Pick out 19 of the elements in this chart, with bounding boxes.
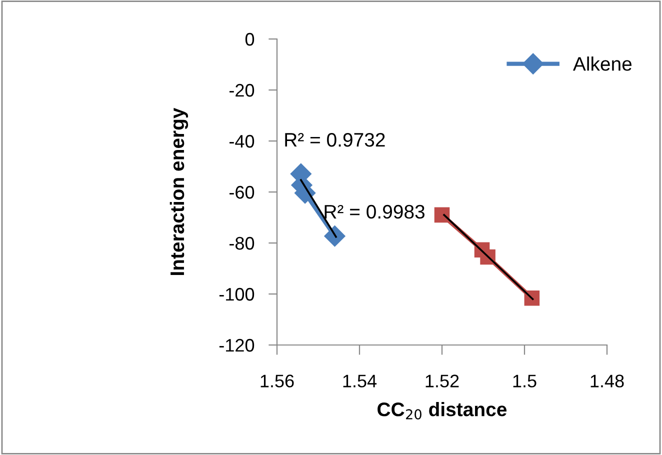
x-tick-label: 1.52 xyxy=(426,374,459,388)
annotation: R² = 0.9983 xyxy=(324,204,424,219)
y-axis-title: Interaction energy xyxy=(170,108,188,275)
point xyxy=(324,226,346,247)
y-tick-label: -80 xyxy=(229,236,254,250)
y-tick-label: -40 xyxy=(229,134,254,148)
x-axis-title: CC$_{20}$ distance xyxy=(378,402,507,420)
x-tick-label: 1.54 xyxy=(343,374,377,388)
point xyxy=(434,207,450,223)
y-tick-label: -120 xyxy=(219,338,254,352)
y-tick-label: 0 xyxy=(245,32,254,46)
x-tick-label: 1.5 xyxy=(513,374,536,388)
annotation: R² = 0.9732 xyxy=(285,132,385,147)
x-tick-label: 1.56 xyxy=(260,374,294,388)
legend-label: Alkene xyxy=(572,56,632,71)
y-tick-label: -20 xyxy=(229,84,254,97)
y-tick-label: -100 xyxy=(219,288,254,301)
x-tick-label: 1.48 xyxy=(590,374,624,388)
y-tick-label: -60 xyxy=(229,186,254,199)
